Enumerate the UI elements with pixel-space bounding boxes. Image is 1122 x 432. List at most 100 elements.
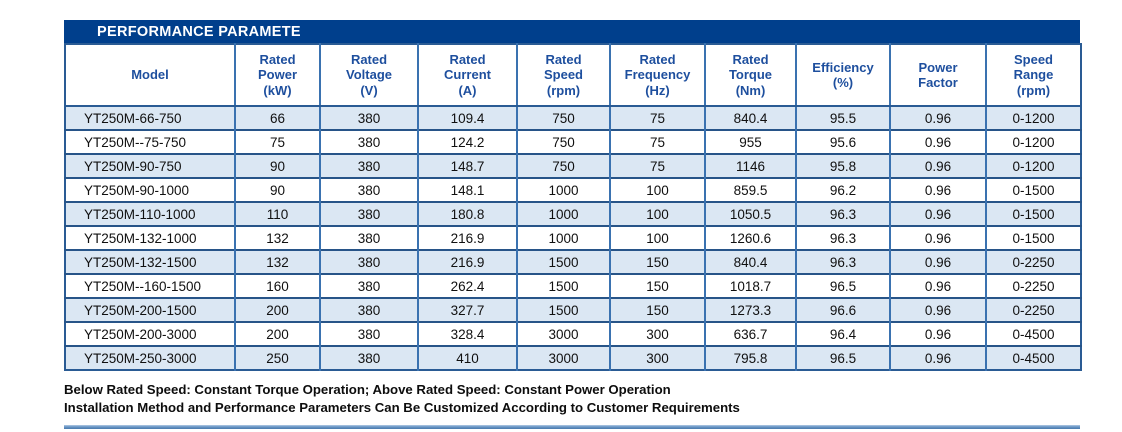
table-row: YT250M-200-3000 200 380 328.4 3000 300 636.7 96…: [65, 321, 1081, 346]
rated-torque-cell: 1018.7: [704, 273, 796, 298]
rated-frequency-cell: 150: [609, 297, 705, 322]
rated-current-cell: 124.2: [417, 129, 517, 154]
power-factor-cell: 0.96: [889, 321, 986, 346]
rated-power-cell: 200: [234, 297, 320, 322]
efficiency-cell: 96.5: [795, 273, 890, 298]
rated-power-cell: 250: [234, 345, 320, 370]
rated-power-cell: 132: [234, 249, 320, 274]
rated-frequency-cell: 300: [609, 345, 705, 370]
rated-speed-cell: 1000: [516, 177, 610, 202]
column-header-rated-frequency: Rated Frequency (Hz): [609, 44, 705, 107]
rated-torque-cell: 840.4: [704, 249, 796, 274]
rated-frequency-cell: 150: [609, 273, 705, 298]
efficiency-cell: 95.5: [795, 105, 890, 130]
rated-speed-cell: 1500: [516, 273, 610, 298]
rated-frequency-cell: 100: [609, 177, 705, 202]
rated-power-cell: 110: [234, 201, 320, 226]
rated-speed-cell: 3000: [516, 321, 610, 346]
rated-power-cell: 160: [234, 273, 320, 298]
rated-power-cell: 66: [234, 105, 320, 130]
rated-current-cell: 109.4: [417, 105, 517, 130]
rated-frequency-cell: 100: [609, 225, 705, 250]
column-header-rated-current: Rated Current (A): [417, 44, 517, 107]
spec-sheet: PERFORMANCE PARAMETE Model Rated Power (k…: [64, 20, 1082, 429]
rated-current-cell: 410: [417, 345, 517, 370]
power-factor-cell: 0.96: [889, 225, 986, 250]
efficiency-cell: 95.6: [795, 129, 890, 154]
rated-speed-cell: 3000: [516, 345, 610, 370]
table-row: YT250M--75-750 75 380 124.2 750 75 955 95.6 0.96…: [65, 129, 1081, 154]
rated-current-cell: 262.4: [417, 273, 517, 298]
power-factor-cell: 0.96: [889, 201, 986, 226]
speed-range-cell: 0-2250: [985, 273, 1081, 298]
table-header-row: Model Rated Power (kW) Rated Voltage (V) Ra…: [65, 44, 1081, 107]
rated-voltage-cell: 380: [319, 201, 418, 226]
note-line-2: Installation Method and Performance Para…: [64, 400, 740, 415]
speed-range-cell: 0-1500: [985, 201, 1081, 226]
rated-frequency-cell: 75: [609, 105, 705, 130]
column-header-rated-speed: Rated Speed (rpm): [516, 44, 610, 107]
speed-range-cell: 0-4500: [985, 345, 1081, 370]
rated-torque-cell: 859.5: [704, 177, 796, 202]
model-cell: YT250M-200-1500: [65, 297, 235, 322]
rated-torque-cell: 1260.6: [704, 225, 796, 250]
rated-torque-cell: 795.8: [704, 345, 796, 370]
model-cell: YT250M-132-1500: [65, 249, 235, 274]
table-row: YT250M-90-750 90 380 148.7 750 75 1146 95.8 0.96…: [65, 153, 1081, 178]
table-row: YT250M-90-1000 90 380 148.1 1000 100 859.5 96.2…: [65, 177, 1081, 202]
rated-frequency-cell: 300: [609, 321, 705, 346]
column-header-rated-torque: Rated Torque (Nm): [704, 44, 796, 107]
speed-range-cell: 0-2250: [985, 249, 1081, 274]
model-cell: YT250M-200-3000: [65, 321, 235, 346]
rated-speed-cell: 750: [516, 153, 610, 178]
efficiency-cell: 96.2: [795, 177, 890, 202]
power-factor-cell: 0.96: [889, 153, 986, 178]
model-cell: YT250M-132-1000: [65, 225, 235, 250]
power-factor-cell: 0.96: [889, 129, 986, 154]
table-row: YT250M--160-1500 160 380 262.4 1500 150 1018.7…: [65, 273, 1081, 298]
rated-speed-cell: 1500: [516, 249, 610, 274]
rated-current-cell: 327.7: [417, 297, 517, 322]
rated-frequency-cell: 75: [609, 129, 705, 154]
column-header-efficiency: Efficiency (%): [795, 44, 890, 107]
column-header-power-factor: Power Factor: [889, 44, 986, 107]
power-factor-cell: 0.96: [889, 345, 986, 370]
rated-voltage-cell: 380: [319, 105, 418, 130]
page-title: PERFORMANCE PARAMETE: [97, 23, 301, 40]
power-factor-cell: 0.96: [889, 273, 986, 298]
bottom-accent-bar: [64, 425, 1080, 429]
column-header-speed-range: Speed Range (rpm): [985, 44, 1081, 107]
column-header-rated-power: Rated Power (kW): [234, 44, 320, 107]
rated-voltage-cell: 380: [319, 153, 418, 178]
rated-power-cell: 90: [234, 177, 320, 202]
efficiency-cell: 96.3: [795, 201, 890, 226]
rated-speed-cell: 1000: [516, 201, 610, 226]
table-row: YT250M-110-1000 110 380 180.8 1000 100 1050.5 9…: [65, 201, 1081, 226]
column-header-model: Model: [65, 44, 235, 107]
column-header-rated-voltage: Rated Voltage (V): [319, 44, 418, 107]
rated-frequency-cell: 150: [609, 249, 705, 274]
power-factor-cell: 0.96: [889, 177, 986, 202]
speed-range-cell: 0-4500: [985, 321, 1081, 346]
rated-voltage-cell: 380: [319, 321, 418, 346]
rated-voltage-cell: 380: [319, 297, 418, 322]
rated-voltage-cell: 380: [319, 225, 418, 250]
table-row: YT250M-132-1500 132 380 216.9 1500 150 840.4 96…: [65, 249, 1081, 274]
model-cell: YT250M--75-750: [65, 129, 235, 154]
efficiency-cell: 95.8: [795, 153, 890, 178]
rated-torque-cell: 1050.5: [704, 201, 796, 226]
rated-current-cell: 328.4: [417, 321, 517, 346]
performance-table: Model Rated Power (kW) Rated Voltage (V) Ra…: [64, 43, 1082, 371]
model-cell: YT250M-66-750: [65, 105, 235, 130]
rated-current-cell: 180.8: [417, 201, 517, 226]
note-line-1: Below Rated Speed: Constant Torque Opera…: [64, 382, 671, 397]
footer-notes: Below Rated Speed: Constant Torque Opera…: [64, 381, 1080, 417]
rated-torque-cell: 1146: [704, 153, 796, 178]
table-row: YT250M-66-750 66 380 109.4 750 75 840.4 95.5 0.9…: [65, 105, 1081, 130]
rated-current-cell: 148.1: [417, 177, 517, 202]
power-factor-cell: 0.96: [889, 249, 986, 274]
efficiency-cell: 96.3: [795, 225, 890, 250]
rated-torque-cell: 1273.3: [704, 297, 796, 322]
speed-range-cell: 0-1200: [985, 129, 1081, 154]
rated-speed-cell: 1000: [516, 225, 610, 250]
